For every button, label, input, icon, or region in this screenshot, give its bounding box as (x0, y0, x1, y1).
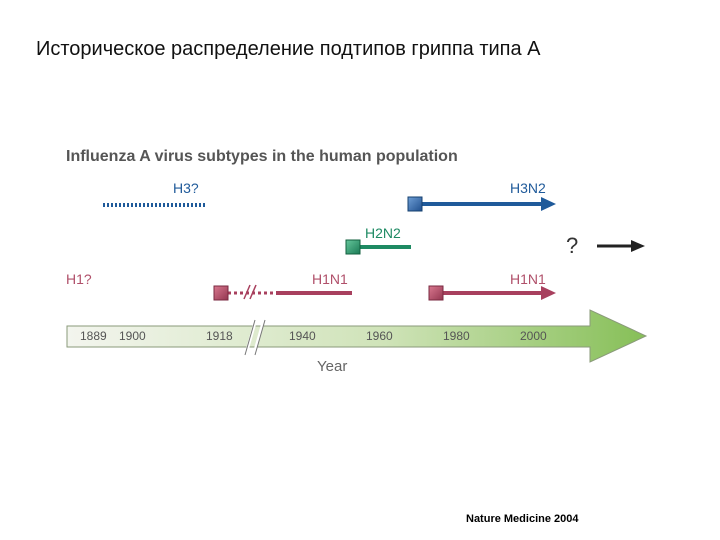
axis-break-2 (252, 318, 266, 355)
axis-title: Year (317, 358, 348, 375)
year-label: 1960 (366, 329, 393, 343)
axis-break-line-2 (254, 319, 266, 356)
source-citation: Nature Medicine 2004 (466, 513, 579, 525)
year-label: 1900 (119, 329, 146, 343)
slide-title: Историческое распределение подтипов грип… (36, 38, 541, 60)
label-h1-question: H1? (66, 271, 92, 287)
h1n1-late-marker (428, 285, 444, 301)
label-h3n2: H3N2 (510, 180, 546, 196)
axis-break-line-1 (244, 319, 256, 356)
label-h1n1-early: H1N1 (312, 271, 348, 287)
h3n2-marker (407, 196, 423, 212)
axis-break-1 (244, 318, 258, 355)
year-label: 1940 (289, 329, 316, 343)
timeline-axis-arrow (66, 309, 648, 363)
future-arrowhead (631, 240, 645, 252)
label-h2n2: H2N2 (365, 225, 401, 241)
year-label: 1889 (80, 329, 107, 343)
year-label: 1918 (206, 329, 233, 343)
h1n1-break-mark (243, 284, 251, 300)
label-h1n1-late: H1N1 (510, 271, 546, 287)
h1n1-early-marker (213, 285, 229, 301)
label-future-question: ? (566, 233, 579, 258)
h1n1-break-mark-2 (249, 284, 257, 300)
label-h3-question: H3? (173, 180, 199, 196)
diagram-title: Influenza A virus subtypes in the human … (66, 148, 458, 165)
h2n2-marker (345, 239, 361, 255)
h1n1-late-arrowhead (541, 286, 556, 300)
h3n2-arrowhead (541, 197, 556, 211)
year-label: 1980 (443, 329, 470, 343)
year-label: 2000 (520, 329, 547, 343)
